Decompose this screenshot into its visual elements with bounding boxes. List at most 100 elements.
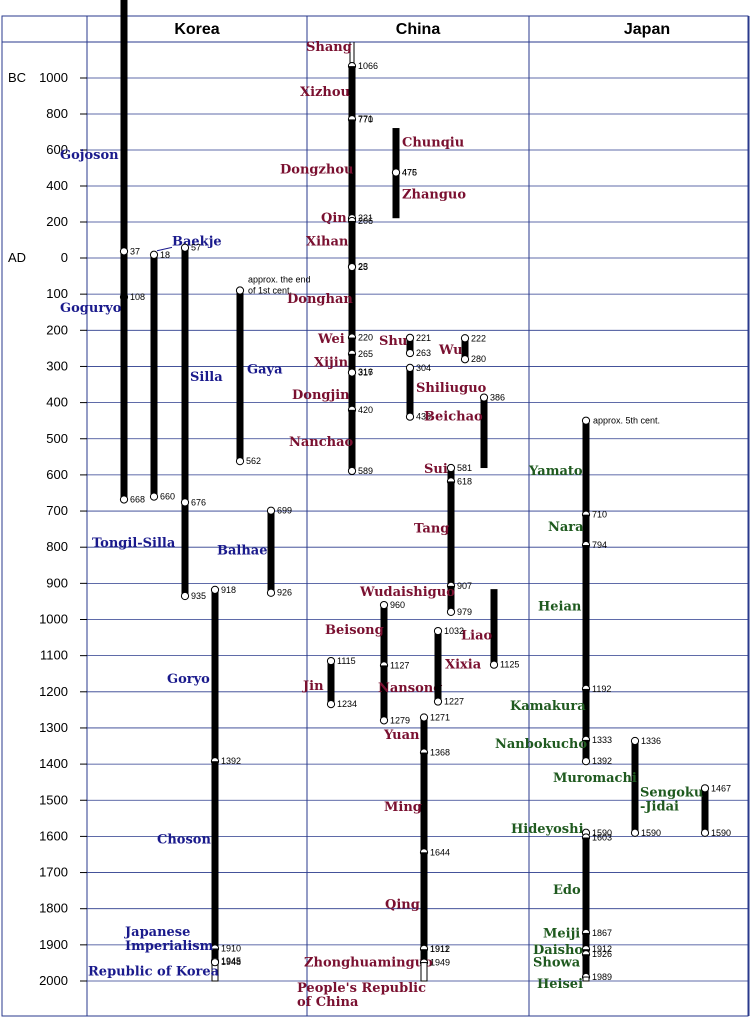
bar-shiliuguo bbox=[406, 367, 414, 417]
end-label-nansong: 1279 bbox=[390, 715, 410, 725]
end-label-hideyoshi: 1603 bbox=[592, 832, 612, 842]
y-tick-label: 1100 bbox=[40, 648, 68, 663]
bar-yamato bbox=[582, 420, 590, 515]
label-people-s-republic-of-china: People's Republic bbox=[297, 981, 426, 996]
bar-silla bbox=[181, 247, 189, 597]
label-sengoku-jidai: Sengoku bbox=[640, 786, 703, 801]
end-label-balhae: 926 bbox=[277, 588, 292, 598]
y-tick-label: 2000 bbox=[39, 973, 68, 988]
bar-muromachi bbox=[631, 740, 639, 833]
bar-ming bbox=[420, 752, 428, 853]
end-label-goryo: 1392 bbox=[221, 756, 241, 766]
start-label-beichao: 386 bbox=[490, 393, 505, 403]
end-dot-silla bbox=[180, 591, 190, 601]
bar-xizhou bbox=[348, 66, 356, 120]
bar-dongzhou bbox=[348, 119, 356, 219]
end-label-wei: 265 bbox=[358, 349, 373, 359]
label-xijin: Xijin bbox=[314, 355, 349, 370]
end-label-beisong: 1127 bbox=[390, 660, 409, 670]
start-label-yamato: approx. 5th cent. bbox=[593, 416, 660, 426]
label-dongjin: Dongjin bbox=[292, 388, 350, 403]
y-tick-label: 400 bbox=[46, 178, 68, 193]
y-tick-label: 600 bbox=[46, 142, 68, 157]
label-edo: Edo bbox=[553, 883, 581, 898]
y-tick-label: 200 bbox=[46, 322, 68, 337]
bar-wudaishiguo bbox=[447, 585, 455, 612]
bar-wu bbox=[461, 338, 469, 360]
bc-marker: BC bbox=[8, 70, 26, 85]
label-gaya: Gaya bbox=[247, 363, 283, 378]
start-label-silla: 57 bbox=[191, 243, 201, 253]
start-dot-goryo bbox=[210, 585, 220, 594]
label-choson: Choson bbox=[157, 833, 211, 848]
label-xixia: Xixia bbox=[445, 657, 482, 672]
bar-gaya bbox=[236, 290, 244, 462]
end-label-wudaishiguo: 979 bbox=[457, 607, 472, 617]
label-daisho: Daisho bbox=[533, 943, 583, 958]
label-ming: Ming bbox=[384, 800, 422, 815]
y-tick-label: 800 bbox=[46, 106, 68, 121]
end-label-yamato: 710 bbox=[592, 510, 607, 520]
label-sengoku-jidai-line2: -Jidai bbox=[640, 800, 679, 815]
bar-jin bbox=[327, 661, 335, 705]
end-label-japanese-imperialism: 1945 bbox=[221, 956, 241, 966]
label-zhanguo: Zhanguo bbox=[402, 188, 466, 203]
bar-xixia bbox=[434, 631, 442, 702]
y-tick-label: 1400 bbox=[39, 756, 68, 771]
start-label-republic-of-korea: 1948 bbox=[221, 957, 241, 967]
end-label-tang: 907 bbox=[457, 581, 472, 591]
end-dot-xixia bbox=[433, 697, 443, 706]
start-dot-yuan bbox=[419, 713, 429, 722]
label-japanese-imperialism: Japanese bbox=[124, 925, 190, 940]
bar-liao bbox=[490, 589, 498, 665]
bar-nansong bbox=[380, 665, 388, 721]
start-label-balhae: 699 bbox=[277, 506, 292, 516]
y-tick-label: 1000 bbox=[39, 612, 68, 627]
start-label-shu: 221 bbox=[416, 333, 431, 343]
start-dot-republic-of-korea bbox=[210, 958, 220, 967]
end-dot-balhae bbox=[266, 588, 276, 597]
start-dot-muromachi bbox=[630, 736, 640, 746]
bar-goguryo bbox=[120, 251, 128, 500]
start-label-goguryo: 37 bbox=[130, 246, 140, 256]
label-kamakura: Kamakura bbox=[510, 699, 586, 714]
end-label-nanbokucho: 1392 bbox=[592, 756, 612, 766]
end-label-sengoku-jidai: 1590 bbox=[711, 828, 731, 838]
label-gojoson: Gojoson bbox=[60, 148, 119, 163]
end-label-gojoson: 108 bbox=[130, 292, 145, 302]
label-hideyoshi: Hideyoshi bbox=[511, 822, 584, 837]
column-header-japan: Japan bbox=[624, 21, 670, 38]
bar-xijin bbox=[348, 353, 356, 373]
label-donghan: Donghan bbox=[287, 292, 353, 307]
label-shu: Shu bbox=[379, 334, 407, 349]
bar-wei bbox=[348, 337, 356, 354]
start-label-sengoku-jidai: 1467 bbox=[711, 783, 731, 793]
end-label-shu: 263 bbox=[416, 348, 431, 358]
end-label-daisho: 1926 bbox=[592, 949, 612, 959]
y-tick-label: 1700 bbox=[39, 865, 68, 880]
bar-shu bbox=[406, 337, 414, 354]
start-label-sui: 581 bbox=[457, 463, 472, 473]
end-label-goguryo: 668 bbox=[130, 494, 145, 504]
end-label-nanchao: 589 bbox=[358, 466, 373, 476]
end-dot-gaya bbox=[235, 457, 245, 466]
mid-label-silla: 676 bbox=[191, 497, 206, 507]
end-dot-nansong bbox=[379, 716, 389, 725]
y-tick-label: 0 bbox=[61, 250, 68, 265]
end-label-jin: 1234 bbox=[337, 699, 357, 709]
y-tick-label: 500 bbox=[46, 431, 68, 446]
end-dot-jin bbox=[326, 699, 336, 709]
label-dongzhou: Dongzhou bbox=[280, 162, 353, 177]
label-meiji: Meiji bbox=[543, 927, 580, 942]
label-sui: Sui bbox=[424, 462, 448, 477]
start-label-donghan: 25 bbox=[358, 262, 368, 272]
bar-nanchao bbox=[348, 409, 356, 471]
bar-edo bbox=[582, 837, 590, 933]
y-tick-label: 1000 bbox=[39, 70, 68, 85]
y-tick-label: 800 bbox=[46, 539, 68, 554]
start-dot-gaya bbox=[235, 286, 245, 295]
label-balhae: Balhae bbox=[217, 543, 268, 558]
end-label-qin: 206 bbox=[358, 216, 373, 226]
start-label-gaya: approx. the end bbox=[248, 275, 311, 285]
